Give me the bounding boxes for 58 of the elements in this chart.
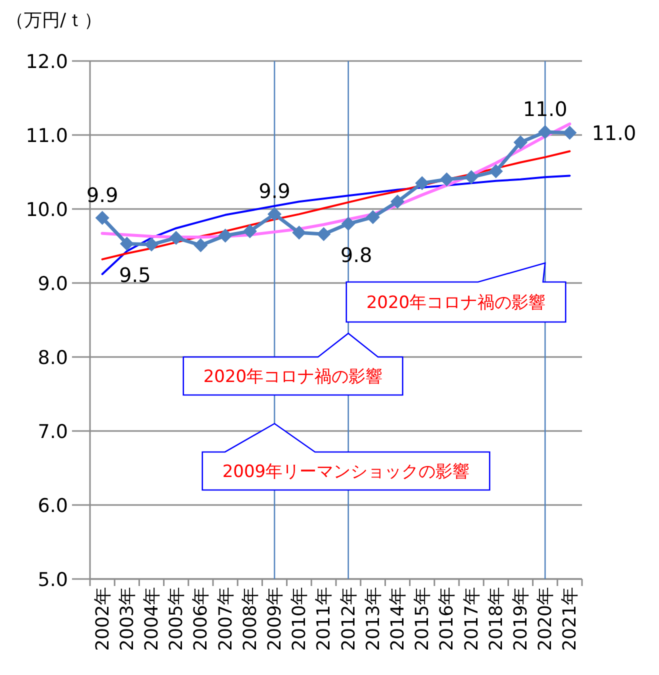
x-tick-label: 2013年 xyxy=(362,587,384,651)
x-tick-label: 2015年 xyxy=(412,587,434,651)
x-tick-label: 2021年 xyxy=(560,587,581,651)
point xyxy=(514,135,528,150)
annotation: 2009年リーマンショックの影響 xyxy=(222,462,470,482)
x-tick-label: 2008年 xyxy=(240,587,261,651)
point xyxy=(268,207,282,222)
y-tick-label: 10.0 xyxy=(26,199,68,221)
x-tick-label: 2009年 xyxy=(264,587,286,651)
point xyxy=(488,164,503,178)
annotation: 2020年コロナ禍の影響 xyxy=(203,367,383,387)
x-tick-label: 2007年 xyxy=(215,587,236,651)
point xyxy=(120,236,134,251)
point xyxy=(538,125,552,140)
y-tick-label: 11.0 xyxy=(26,125,68,147)
y-tick-label: 8.0 xyxy=(38,347,68,369)
callout: 2020年コロナ禍の影響 xyxy=(346,262,566,323)
point xyxy=(194,238,208,252)
callout: 2020年コロナ禍の影響 xyxy=(182,332,404,396)
x-tick-label: 2006年 xyxy=(190,587,212,651)
y-tick-label: 6.0 xyxy=(38,495,68,517)
data-label: 11.0 xyxy=(592,120,636,145)
point xyxy=(341,216,356,231)
x-tick-label: 2017年 xyxy=(461,587,482,651)
point xyxy=(440,172,454,186)
data-label: 9.9 xyxy=(86,182,118,207)
x-tick-label: 2018年 xyxy=(486,587,507,651)
x-tick-label: 2014年 xyxy=(388,587,408,651)
point xyxy=(366,210,380,224)
point xyxy=(144,238,158,252)
y-tick-label: 7.0 xyxy=(38,421,68,443)
point xyxy=(415,176,430,190)
point xyxy=(169,230,184,245)
point xyxy=(562,126,577,140)
data-label: 9.5 xyxy=(118,262,151,287)
y-tick-label: 9.0 xyxy=(38,273,68,295)
point xyxy=(390,194,404,209)
x-tick-label: 2016年 xyxy=(436,587,458,651)
x-tick-label: 2011年 xyxy=(314,587,335,651)
x-tick-label: 2012年 xyxy=(338,587,360,651)
callout: 2009年リーマンショックの影響 xyxy=(202,422,490,491)
y-tick-label: 12.0 xyxy=(26,51,68,73)
point xyxy=(464,170,478,184)
x-tick-label: 2020年 xyxy=(535,587,556,651)
x-tick-label: 2019年 xyxy=(510,587,532,651)
x-tick-label: 2002年 xyxy=(92,587,114,651)
point xyxy=(316,227,331,242)
point xyxy=(242,224,257,238)
annotation: 2020年コロナ禍の影響 xyxy=(366,293,546,313)
x-tick-label: 2003年 xyxy=(116,587,138,651)
x-tick-label: 2010年 xyxy=(289,587,310,651)
point xyxy=(218,228,232,243)
y-tick-label: 5.0 xyxy=(38,569,68,591)
x-tick-label: 2005年 xyxy=(166,587,188,651)
point xyxy=(292,226,306,240)
x-tick-label: 2004年 xyxy=(142,587,162,651)
y-axis-title: （万円/ｔ） xyxy=(6,10,102,31)
point xyxy=(95,210,110,225)
